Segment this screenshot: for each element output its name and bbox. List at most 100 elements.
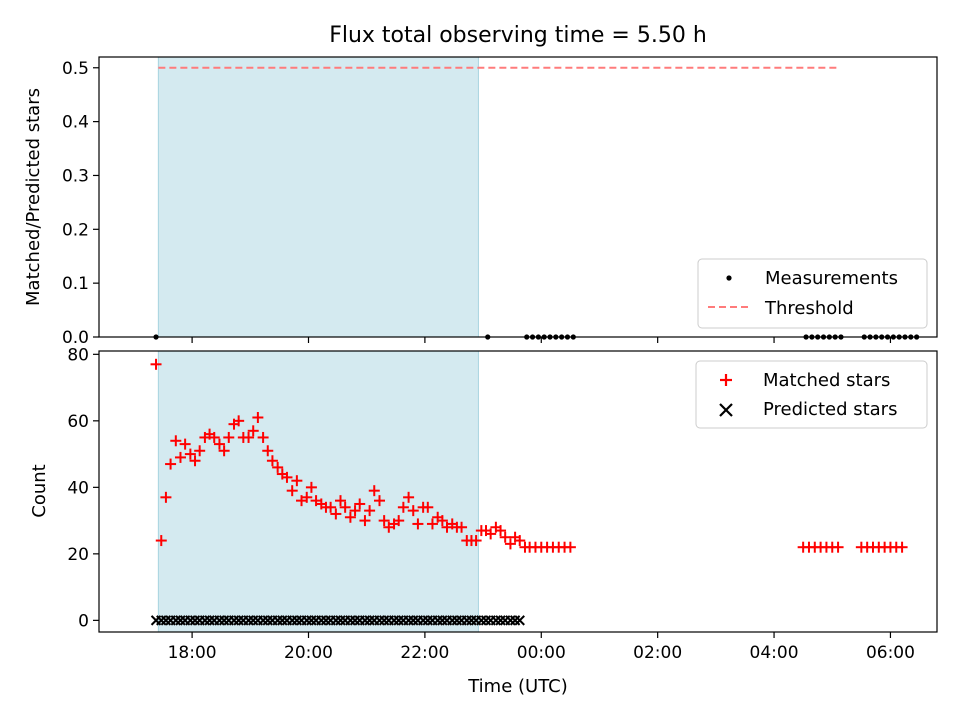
legend-matched-label: Matched stars xyxy=(763,370,890,391)
observing-window-span xyxy=(157,350,479,633)
matched-star-point xyxy=(344,511,356,523)
matched-star-point xyxy=(485,528,497,540)
matched-star-point xyxy=(257,431,269,443)
y-tick-label: 0.2 xyxy=(62,220,89,240)
matched-star-point xyxy=(564,541,576,553)
y-tick-label: 0.0 xyxy=(62,328,89,348)
matched-star-point xyxy=(499,531,511,543)
matched-star-point xyxy=(247,425,259,437)
y-tick-label: 0.3 xyxy=(62,166,89,186)
matched-star-point xyxy=(403,491,415,503)
matched-star-point xyxy=(305,481,317,493)
bottom-panel-frame xyxy=(98,350,938,633)
matched-star-point xyxy=(896,541,908,553)
chart-title: Flux total observing time = 5.50 h xyxy=(329,23,707,48)
matched-star-point xyxy=(189,455,201,467)
matched-star-point xyxy=(426,518,438,530)
x-tick-label: 06:00 xyxy=(866,643,915,663)
top-panel-frame xyxy=(98,56,938,338)
legend-measurements-label: Measurements xyxy=(765,268,898,289)
bottom-y-axis-label: Count xyxy=(29,464,50,517)
matched-star-point xyxy=(170,435,182,447)
matched-star-point xyxy=(155,535,167,547)
predicted-star-point xyxy=(490,615,502,626)
matched-star-point xyxy=(368,485,380,497)
matched-star-point xyxy=(456,521,468,533)
matched-star-point xyxy=(412,518,424,530)
legend-predicted-label: Predicted stars xyxy=(763,399,897,420)
y-tick-label: 0.4 xyxy=(62,113,89,133)
y-tick-label: 80 xyxy=(67,345,89,365)
matched-star-point xyxy=(281,471,293,483)
y-tick-label: 40 xyxy=(67,478,89,498)
matched-star-point xyxy=(174,451,186,463)
matched-star-point xyxy=(252,412,264,424)
x-tick-label: 18:00 xyxy=(168,643,217,663)
top-legend-box xyxy=(697,258,928,329)
matched-star-point xyxy=(470,535,482,547)
y-tick-label: 0.5 xyxy=(62,59,89,79)
x-axis-label: Time (UTC) xyxy=(467,676,568,697)
matched-star-point xyxy=(301,491,313,503)
matched-star-point xyxy=(504,538,516,550)
matched-star-point xyxy=(243,431,255,443)
matched-star-point xyxy=(266,455,278,467)
x-tick-label: 20:00 xyxy=(284,643,333,663)
matched-star-point xyxy=(397,501,409,513)
matched-star-point xyxy=(393,515,405,527)
matched-star-point xyxy=(378,515,390,527)
matched-star-point xyxy=(436,515,448,527)
matched-star-point xyxy=(514,535,526,547)
matched-star-point xyxy=(184,448,196,460)
matched-star-point xyxy=(233,415,245,427)
y-tick-label: 20 xyxy=(67,545,89,565)
matched-star-point xyxy=(330,508,342,520)
matched-star-point xyxy=(272,461,284,473)
y-tick-label: 0 xyxy=(78,611,89,631)
matched-star-point xyxy=(339,501,351,513)
matched-star-point xyxy=(422,501,434,513)
x-tick-label: 04:00 xyxy=(750,643,799,663)
legend-matched-marker xyxy=(720,374,732,386)
observing-window-span xyxy=(157,56,479,338)
legend-measurements-marker xyxy=(726,275,732,281)
predicted-star-point xyxy=(480,615,492,626)
predicted-star-point xyxy=(514,615,525,626)
bottom-panel: 0 20 40 60 80 18:00 20:00 22:00 00:00 02:00 04:00… xyxy=(29,345,938,697)
matched-star-point xyxy=(407,505,419,517)
matched-star-point xyxy=(325,501,337,513)
bottom-legend: Matched stars Predicted stars xyxy=(695,360,928,429)
bottom-legend-box xyxy=(695,360,928,429)
predicted-star-point xyxy=(509,615,521,626)
x-tick-label: 22:00 xyxy=(400,643,449,663)
matched-star-point xyxy=(150,358,162,370)
matched-star-point xyxy=(262,445,274,457)
top-legend: Measurements Threshold xyxy=(697,258,928,329)
matched-star-point xyxy=(194,445,206,457)
matched-star-point xyxy=(335,495,347,507)
x-tick-label: 00:00 xyxy=(517,643,566,663)
legend-predicted-marker xyxy=(719,403,733,417)
y-tick-label: 60 xyxy=(67,412,89,432)
matched-star-point xyxy=(160,491,172,503)
x-tick-label: 02:00 xyxy=(633,643,682,663)
matched-star-point xyxy=(373,495,385,507)
matched-star-point xyxy=(291,475,303,487)
predicted-star-point xyxy=(505,615,516,626)
matched-star-point xyxy=(354,498,366,510)
matched-star-point xyxy=(364,505,376,517)
predicted-star-point xyxy=(495,615,506,626)
legend-threshold-label: Threshold xyxy=(764,298,854,319)
matched-star-point xyxy=(165,458,177,470)
matched-star-point xyxy=(495,525,507,537)
matched-star-point xyxy=(349,505,361,517)
y-tick-label: 0.1 xyxy=(62,274,89,294)
matched-star-point xyxy=(179,438,191,450)
matched-star-point xyxy=(286,485,298,497)
matched-star-point xyxy=(218,445,230,457)
matched-star-point xyxy=(208,431,220,443)
matched-star-point xyxy=(223,431,235,443)
matched-star-point xyxy=(213,438,225,450)
top-y-axis-label: Matched/Predicted stars xyxy=(23,88,44,306)
